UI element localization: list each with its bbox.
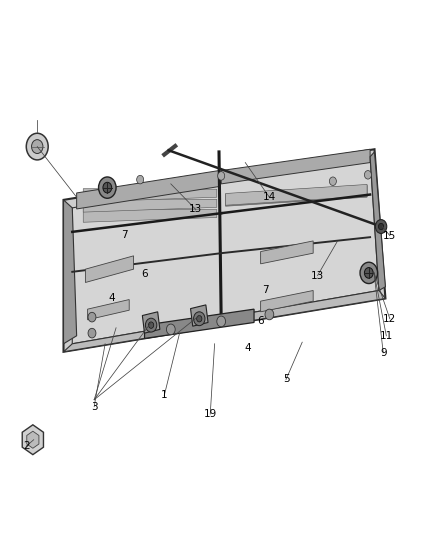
Circle shape [217, 316, 226, 327]
Text: 11: 11 [380, 331, 393, 341]
Polygon shape [191, 305, 208, 326]
Circle shape [265, 309, 274, 320]
Text: 5: 5 [283, 375, 290, 384]
Text: 13: 13 [189, 205, 202, 214]
Polygon shape [72, 157, 379, 344]
Text: 19: 19 [204, 409, 217, 419]
Text: 13: 13 [311, 271, 324, 280]
Text: 14: 14 [263, 192, 276, 202]
Polygon shape [261, 241, 313, 264]
Polygon shape [88, 300, 129, 320]
Text: 7: 7 [261, 286, 268, 295]
Text: 4: 4 [244, 343, 251, 352]
Polygon shape [261, 290, 313, 312]
Polygon shape [370, 152, 385, 290]
Polygon shape [142, 312, 160, 333]
Circle shape [375, 220, 387, 233]
Circle shape [166, 324, 175, 335]
Polygon shape [27, 431, 39, 448]
Text: 4: 4 [108, 294, 115, 303]
Polygon shape [145, 309, 254, 338]
Circle shape [145, 318, 157, 332]
Circle shape [103, 182, 112, 193]
Circle shape [137, 175, 144, 184]
Circle shape [197, 316, 202, 322]
Polygon shape [64, 200, 77, 344]
Circle shape [88, 312, 96, 322]
Text: 12: 12 [383, 314, 396, 324]
Circle shape [364, 171, 371, 179]
Circle shape [329, 177, 336, 185]
Polygon shape [85, 256, 134, 282]
Text: 9: 9 [380, 348, 387, 358]
Polygon shape [221, 149, 370, 184]
Polygon shape [226, 185, 367, 206]
Polygon shape [22, 425, 43, 455]
Text: 3: 3 [91, 402, 98, 411]
Text: 6: 6 [141, 270, 148, 279]
Text: 6: 6 [257, 316, 264, 326]
Polygon shape [64, 290, 385, 352]
Circle shape [364, 268, 373, 278]
Polygon shape [64, 149, 385, 352]
Text: 2: 2 [23, 441, 30, 451]
Circle shape [99, 177, 116, 198]
Circle shape [88, 328, 96, 338]
Polygon shape [226, 184, 367, 205]
Polygon shape [83, 209, 217, 222]
Polygon shape [77, 171, 219, 209]
Circle shape [218, 172, 225, 180]
Circle shape [148, 322, 154, 328]
Polygon shape [83, 199, 217, 212]
Polygon shape [83, 189, 217, 202]
Circle shape [194, 312, 205, 326]
Circle shape [32, 140, 43, 154]
Text: 15: 15 [383, 231, 396, 240]
Polygon shape [226, 185, 367, 206]
Circle shape [26, 133, 48, 160]
Text: 1: 1 [161, 391, 168, 400]
Text: 7: 7 [121, 230, 128, 239]
Circle shape [378, 223, 384, 230]
Circle shape [360, 262, 378, 284]
